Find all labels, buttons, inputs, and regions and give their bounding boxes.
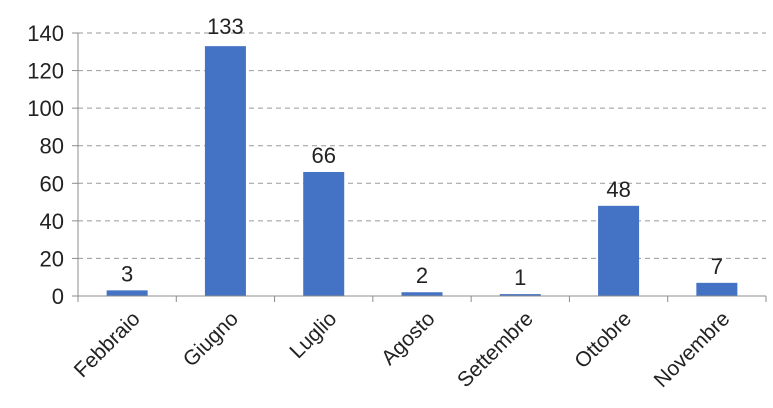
gridlines — [78, 32, 766, 259]
y-tick-label: 120 — [27, 59, 64, 84]
y-tick-label: 40 — [40, 209, 64, 234]
bars — [106, 46, 738, 297]
y-tick-label: 100 — [27, 96, 64, 121]
axes — [72, 32, 767, 302]
data-label: 1 — [514, 265, 526, 290]
bar-ottobre — [598, 205, 640, 296]
y-tick-label: 20 — [40, 246, 64, 271]
bar-febbraio — [106, 290, 148, 296]
bar-luglio — [303, 172, 345, 296]
x-tick-label: Agosto — [377, 307, 440, 370]
x-tick-label: Ottobre — [570, 307, 636, 373]
y-tick-label: 0 — [52, 284, 64, 309]
x-tick-label: Settembre — [453, 307, 538, 392]
y-tick-label: 140 — [27, 21, 64, 46]
data-label: 7 — [711, 254, 723, 279]
bar-agosto — [401, 292, 443, 296]
data-label: 2 — [416, 263, 428, 288]
x-tick-label: Febbraio — [70, 307, 145, 382]
bar-settembre — [499, 294, 541, 296]
x-tick-label: Luglio — [285, 307, 341, 363]
data-label: 48 — [606, 177, 630, 202]
y-tick-label: 80 — [40, 134, 64, 159]
data-label: 133 — [207, 14, 244, 39]
x-tick-label: Novembre — [650, 307, 735, 392]
data-label: 66 — [311, 143, 335, 168]
bar-giugno — [204, 46, 246, 297]
data-label: 3 — [121, 261, 133, 286]
y-tick-label: 60 — [40, 171, 64, 196]
x-tick-label: Giugno — [179, 307, 243, 371]
bar-novembre — [696, 282, 738, 296]
